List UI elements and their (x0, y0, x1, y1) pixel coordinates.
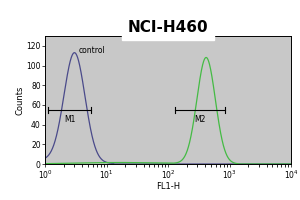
Y-axis label: Counts: Counts (16, 85, 25, 115)
Text: control: control (79, 46, 106, 55)
X-axis label: FL1-H: FL1-H (156, 182, 180, 191)
Text: M2: M2 (194, 115, 206, 124)
Title: NCI-H460: NCI-H460 (128, 20, 208, 35)
Text: M1: M1 (64, 115, 75, 124)
